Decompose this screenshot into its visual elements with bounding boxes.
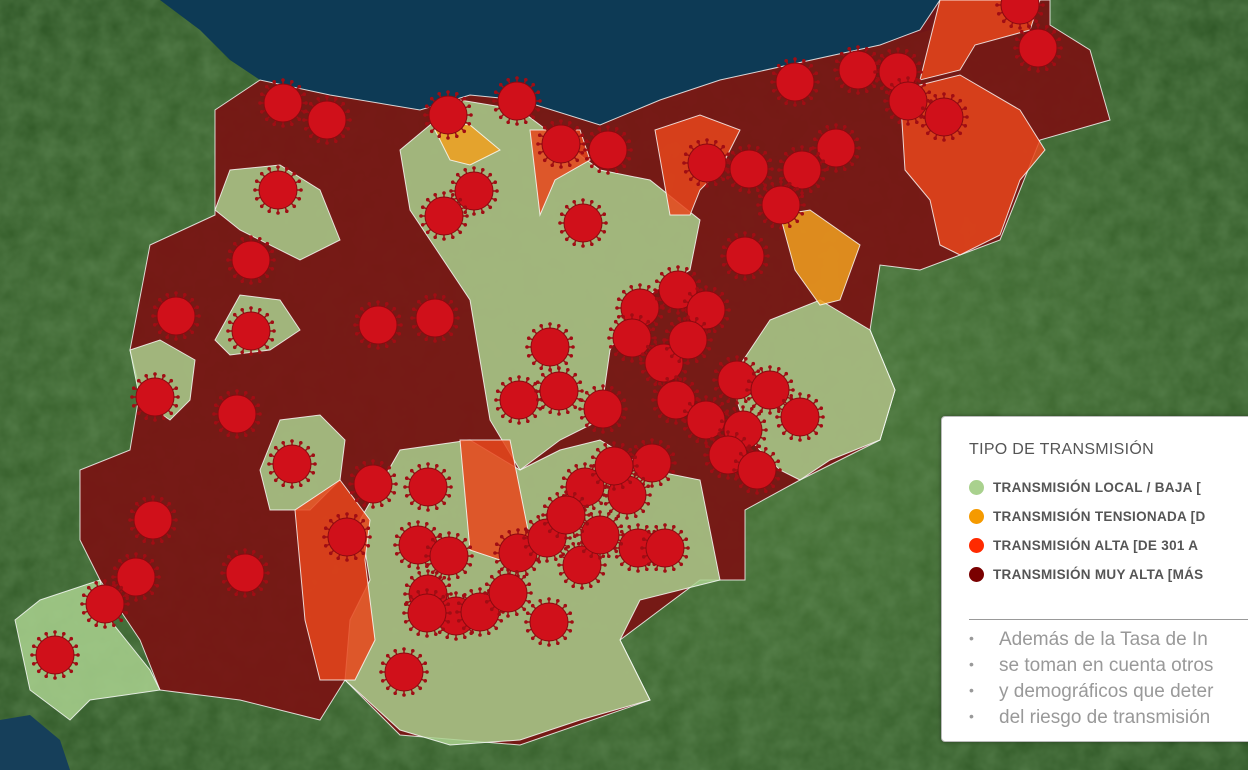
- virus-icon[interactable]: [583, 125, 633, 175]
- sea-sw: [0, 715, 70, 770]
- virus-icon[interactable]: [30, 630, 80, 680]
- municipality-region-local-baja[interactable]: [14, 579, 161, 721]
- virus-icon[interactable]: [770, 57, 820, 107]
- virus-icon[interactable]: [682, 138, 732, 188]
- virus-icon[interactable]: [253, 165, 303, 215]
- legend-label: TRANSMISIÓN TENSIONADA [D: [993, 509, 1206, 524]
- virus-icon[interactable]: [534, 366, 584, 416]
- legend-swatch: [969, 480, 984, 495]
- virus-icon[interactable]: [483, 568, 533, 618]
- legend-panel: TIPO DE TRANSMISIÓN TRANSMISIÓN LOCAL / …: [941, 416, 1248, 742]
- virus-icon[interactable]: [536, 119, 586, 169]
- bullet: •: [969, 630, 974, 646]
- virus-icon[interactable]: [424, 531, 474, 581]
- virus-icon[interactable]: [663, 315, 713, 365]
- legend-note: • se toman en cuenta otros: [969, 652, 1248, 678]
- virus-icon[interactable]: [402, 588, 452, 638]
- virus-icon[interactable]: [589, 441, 639, 491]
- virus-icon[interactable]: [558, 198, 608, 248]
- virus-icon[interactable]: [111, 552, 161, 602]
- legend-note-text: del riesgo de transmisión: [999, 707, 1211, 728]
- virus-icon[interactable]: [1013, 23, 1063, 73]
- legend-item: TRANSMISIÓN ALTA [DE 301 A: [969, 531, 1248, 560]
- legend-label: TRANSMISIÓN MUY ALTA [MÁS: [993, 567, 1204, 582]
- virus-icon[interactable]: [302, 95, 352, 145]
- virus-icon[interactable]: [732, 445, 782, 495]
- virus-icon[interactable]: [128, 495, 178, 545]
- virus-icon[interactable]: [493, 528, 543, 578]
- virus-icon[interactable]: [833, 45, 883, 95]
- virus-icon[interactable]: [267, 439, 317, 489]
- legend-swatch: [969, 538, 984, 553]
- virus-icon[interactable]: [525, 322, 575, 372]
- virus-icon[interactable]: [541, 490, 591, 540]
- municipality-region-tensionada[interactable]: [779, 209, 861, 306]
- legend-divider: [969, 619, 1248, 620]
- virus-icon[interactable]: [607, 313, 657, 363]
- legend-item: TRANSMISIÓN LOCAL / BAJA [: [969, 473, 1248, 502]
- virus-icon[interactable]: [494, 375, 544, 425]
- legend-item: TRANSMISIÓN MUY ALTA [MÁS: [969, 560, 1248, 589]
- virus-icon[interactable]: [80, 579, 130, 629]
- virus-icon[interactable]: [212, 389, 262, 439]
- virus-icon[interactable]: [720, 231, 770, 281]
- legend-note: • Además de la Tasa de In: [969, 626, 1248, 652]
- virus-icon[interactable]: [226, 235, 276, 285]
- virus-icon[interactable]: [151, 291, 201, 341]
- legend-swatch: [969, 509, 984, 524]
- virus-icon[interactable]: [130, 372, 180, 422]
- virus-icon[interactable]: [777, 145, 827, 195]
- virus-icon[interactable]: [423, 90, 473, 140]
- virus-icon[interactable]: [919, 92, 969, 142]
- legend-note-text: Además de la Tasa de In: [999, 629, 1208, 650]
- virus-icon[interactable]: [811, 123, 861, 173]
- virus-icon[interactable]: [322, 512, 372, 562]
- virus-icon[interactable]: [883, 76, 933, 126]
- virus-icon[interactable]: [403, 462, 453, 512]
- virus-icon[interactable]: [613, 523, 663, 573]
- legend-note-text: se toman en cuenta otros: [999, 655, 1214, 676]
- bullet: •: [969, 682, 974, 698]
- virus-icon[interactable]: [578, 384, 628, 434]
- virus-icon[interactable]: [703, 430, 753, 480]
- legend-note: • del riesgo de transmisión: [969, 704, 1248, 730]
- bullet: •: [969, 708, 974, 724]
- virus-icon[interactable]: [524, 597, 574, 647]
- virus-icon[interactable]: [226, 306, 276, 356]
- virus-icon[interactable]: [258, 78, 308, 128]
- virus-icon[interactable]: [410, 293, 460, 343]
- legend-swatch: [969, 567, 984, 582]
- virus-icon[interactable]: [455, 587, 505, 637]
- virus-icon[interactable]: [640, 523, 690, 573]
- legend-item: TRANSMISIÓN TENSIONADA [D: [969, 502, 1248, 531]
- virus-icon[interactable]: [393, 520, 443, 570]
- virus-icon[interactable]: [724, 144, 774, 194]
- legend-note-text: y demográficos que deter: [999, 681, 1214, 702]
- bullet: •: [969, 656, 974, 672]
- virus-icon[interactable]: [220, 548, 270, 598]
- virus-icon[interactable]: [353, 300, 403, 350]
- virus-icon[interactable]: [348, 459, 398, 509]
- legend-note: • y demográficos que deter: [969, 678, 1248, 704]
- virus-icon[interactable]: [379, 647, 429, 697]
- virus-icon[interactable]: [775, 392, 825, 442]
- sea: [160, 0, 940, 125]
- legend-title: TIPO DE TRANSMISIÓN: [969, 441, 1154, 458]
- legend-label: TRANSMISIÓN LOCAL / BAJA [: [993, 480, 1202, 495]
- virus-icon[interactable]: [492, 76, 542, 126]
- virus-icon[interactable]: [995, 0, 1045, 30]
- virus-icon[interactable]: [745, 365, 795, 415]
- legend-label: TRANSMISIÓN ALTA [DE 301 A: [993, 538, 1199, 553]
- virus-icon[interactable]: [681, 395, 731, 445]
- virus-icon[interactable]: [419, 191, 469, 241]
- virus-icon[interactable]: [756, 180, 806, 230]
